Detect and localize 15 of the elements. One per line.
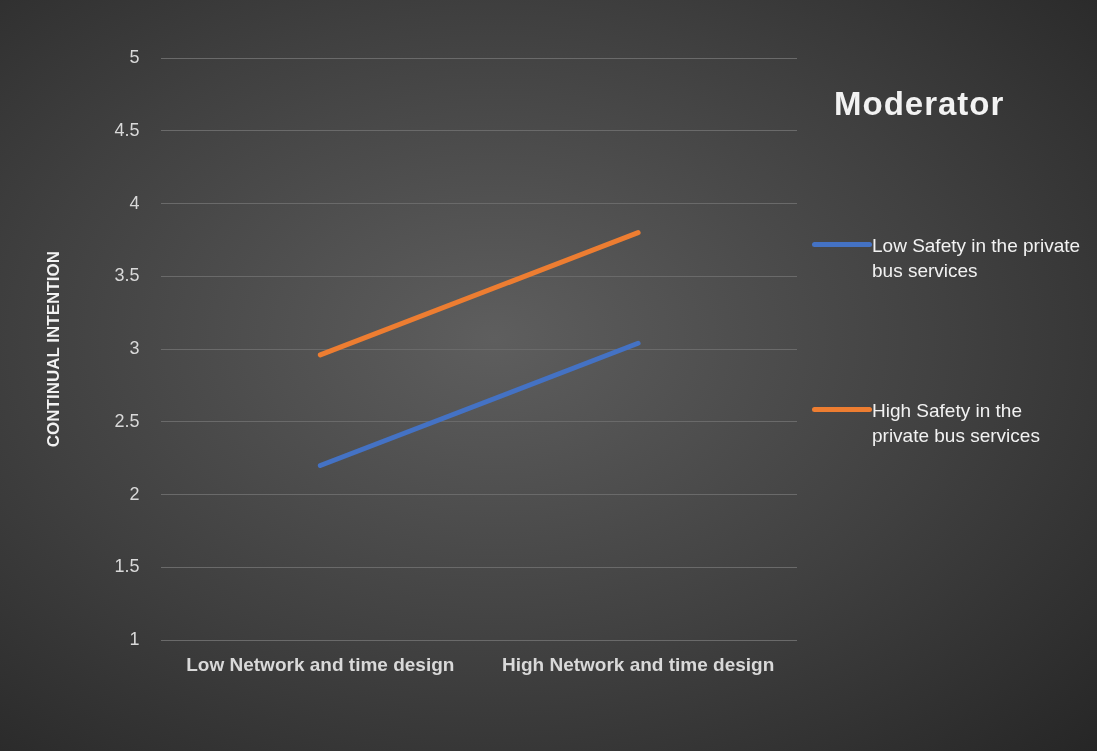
y-tick-label: 2 [129,483,140,504]
x-tick-label: Low Network and time design [186,653,455,675]
y-tick-label: 1 [129,629,140,650]
y-tick-label: 2.5 [114,410,140,431]
y-tick-label: 3 [129,338,140,359]
y-axis-title: CONTINUAL INTENTION [43,251,63,448]
y-tick-label: 5 [129,46,140,67]
legend-label: Low Safety in the private bus services [872,234,1082,283]
y-tick-label: 4 [129,192,140,213]
legend-title: Moderator [834,85,1006,123]
legend-label: High Safety in the private bus services [872,399,1041,448]
y-tick-label: 3.5 [114,265,140,286]
y-tick-label: 1.5 [114,556,140,577]
x-tick-label: High Network and time design [501,653,775,675]
y-tick-label: 4.5 [114,119,140,140]
